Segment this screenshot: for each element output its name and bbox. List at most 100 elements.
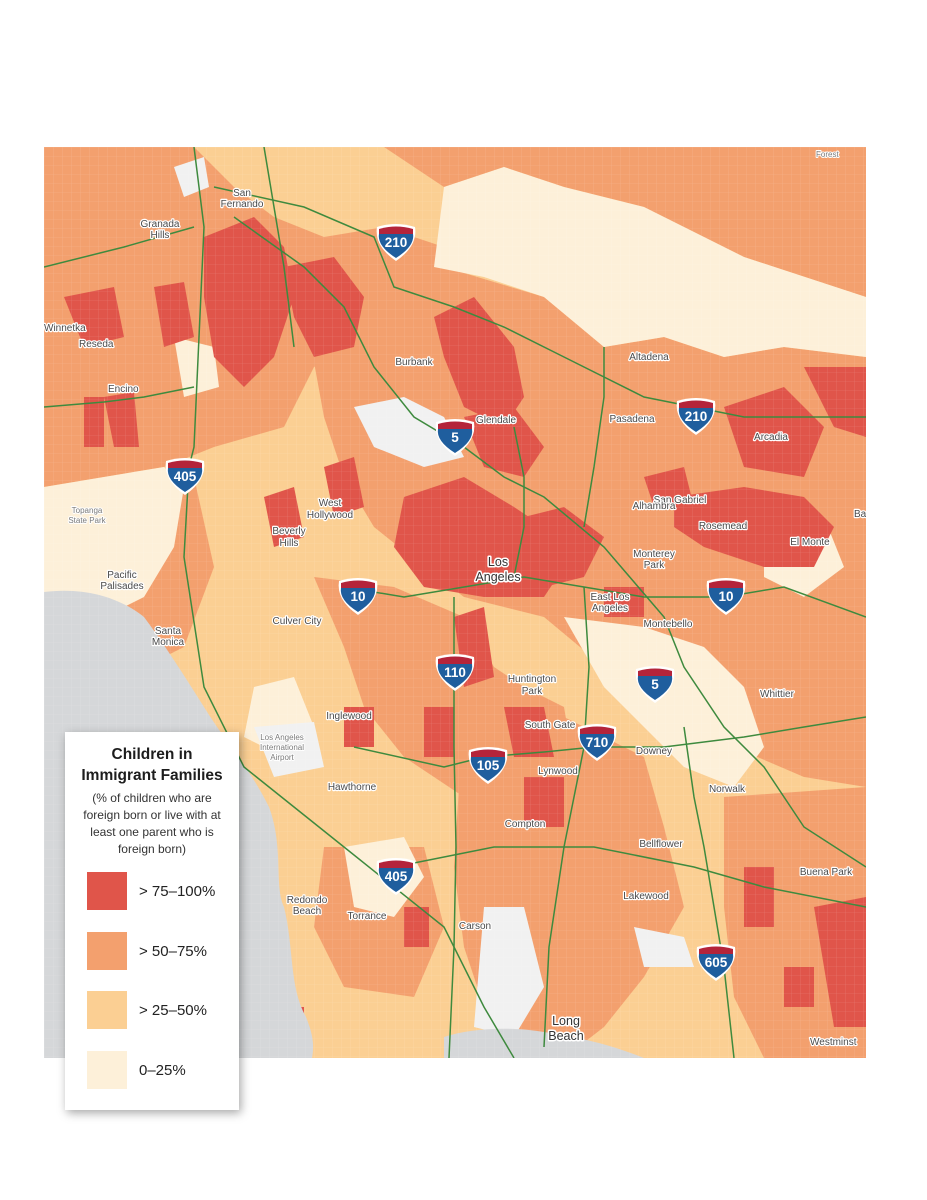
label-east-la-2: Angeles (592, 603, 628, 614)
shield-i210-north: 210 (376, 224, 416, 261)
label-long-beach-1: Long (552, 1014, 580, 1028)
legend-item-very-high: > 75–100% (87, 872, 215, 910)
legend-description: (% of children who are foreign born or l… (73, 790, 231, 858)
label-beverly-hills-2: Hills (280, 538, 299, 549)
label-long-beach-2: Beach (548, 1029, 583, 1043)
label-monterey-park-2: Park (644, 560, 666, 571)
legend-desc-line: (% of children who are (92, 791, 212, 805)
shield-i5-glendale: 5 (435, 419, 475, 456)
legend-desc-line: least one parent who is (90, 825, 214, 839)
label-carson: Carson (459, 921, 491, 932)
legend-label: > 25–50% (139, 1001, 207, 1019)
label-south-gate: South Gate (525, 720, 576, 731)
shield-i110: 110 (435, 654, 475, 691)
label-lax-1: Los Angeles (260, 733, 304, 742)
label-redondo-beach-1: Redondo (287, 895, 328, 906)
label-pasadena: Pasadena (609, 414, 654, 425)
label-inglewood: Inglewood (326, 711, 372, 722)
shield-i710: 710 (577, 724, 617, 761)
shield-i405-south: 405 (376, 858, 416, 895)
label-glendale: Glendale (476, 415, 516, 426)
shield-number: 405 (385, 869, 408, 884)
label-san-fernando-2: Fernando (221, 199, 264, 210)
shield-i10-east: 10 (706, 578, 746, 615)
legend-swatch (87, 991, 127, 1029)
shield-number: 10 (350, 589, 365, 604)
place-labels: San Fernando Granada Hills Winnetka Rese… (44, 149, 866, 1049)
shield-number: 605 (705, 955, 728, 970)
label-baldwin-park: Ba (854, 509, 866, 520)
label-norwalk: Norwalk (709, 784, 746, 795)
shield-number: 405 (174, 469, 197, 484)
map-legend: Children in Immigrant Families (% of chi… (65, 732, 239, 1110)
legend-swatch (87, 932, 127, 970)
label-bellflower: Bellflower (639, 839, 683, 850)
label-downey: Downey (636, 746, 672, 757)
shield-number: 10 (718, 589, 733, 604)
freeway-network (44, 147, 866, 1058)
label-san-gabriel: San Gabriel (654, 495, 707, 506)
label-buena-park: Buena Park (800, 867, 853, 878)
label-santa-monica-2: Monica (152, 637, 185, 648)
shield-i5-south: 5 (635, 666, 675, 703)
legend-label: 0–25% (139, 1061, 186, 1079)
label-forest: Forest (816, 150, 839, 159)
legend-label: > 75–100% (139, 882, 216, 900)
label-torrance: Torrance (348, 911, 387, 922)
legend-item-medium: > 25–50% (87, 991, 207, 1029)
interstate-shields: 210 210 5 405 (165, 224, 746, 981)
label-winnetka: Winnetka (44, 323, 86, 334)
label-east-la-1: East Los (591, 592, 630, 603)
legend-desc-line: foreign born or live with at (83, 808, 221, 822)
label-topanga-1: Topanga (72, 506, 103, 515)
shield-number: 210 (685, 409, 708, 424)
legend-swatch (87, 872, 127, 910)
label-hawthorne: Hawthorne (328, 782, 377, 793)
legend-item-high: > 50–75% (87, 932, 207, 970)
label-los-angeles-1: Los (488, 555, 508, 569)
map-canvas[interactable]: San Fernando Granada Hills Winnetka Rese… (44, 147, 866, 1058)
label-los-angeles-2: Angeles (475, 570, 520, 584)
shield-number: 105 (477, 758, 500, 773)
label-huntington-park-2: Park (522, 686, 544, 697)
label-whittier: Whittier (760, 689, 795, 700)
label-culver-city: Culver City (273, 616, 322, 627)
label-west-hollywood-1: West (319, 498, 342, 509)
label-el-monte: El Monte (790, 537, 830, 548)
legend-swatch (87, 1051, 127, 1089)
label-compton: Compton (505, 819, 546, 830)
label-lax-2: International (260, 743, 304, 752)
shield-i605: 605 (696, 944, 736, 981)
label-beverly-hills-1: Beverly (272, 526, 305, 537)
shield-i105: 105 (468, 747, 508, 784)
label-altadena: Altadena (629, 352, 669, 363)
label-lynwood: Lynwood (538, 766, 578, 777)
label-west-hollywood-2: Hollywood (307, 510, 353, 521)
shield-number: 110 (444, 665, 466, 680)
shield-number: 210 (385, 235, 408, 250)
label-redondo-beach-2: Beach (293, 906, 321, 917)
legend-title: Children in Immigrant Families (73, 744, 231, 786)
label-granada-hills-1: Granada (141, 219, 180, 230)
label-topanga-2: State Park (68, 516, 106, 525)
label-granada-hills-2: Hills (151, 230, 170, 241)
label-reseda: Reseda (79, 339, 114, 350)
label-santa-monica-1: Santa (155, 626, 182, 637)
map[interactable]: San Fernando Granada Hills Winnetka Rese… (44, 147, 866, 1058)
shield-i210-east: 210 (676, 398, 716, 435)
label-burbank: Burbank (395, 357, 433, 368)
label-rosemead: Rosemead (699, 521, 747, 532)
label-westminster: Westminst (810, 1037, 857, 1048)
shield-i405-north: 405 (165, 458, 205, 495)
legend-label: > 50–75% (139, 942, 207, 960)
label-pacific-palisades-1: Pacific (107, 570, 136, 581)
label-pacific-palisades-2: Palisades (100, 581, 143, 592)
shield-number: 5 (451, 430, 459, 445)
label-encino: Encino (108, 384, 139, 395)
shield-number: 5 (651, 677, 659, 692)
label-montebello: Montebello (644, 619, 693, 630)
shield-number: 710 (586, 735, 609, 750)
legend-item-low: 0–25% (87, 1051, 186, 1089)
legend-title-line: Immigrant Families (81, 767, 223, 784)
label-lakewood: Lakewood (623, 891, 669, 902)
